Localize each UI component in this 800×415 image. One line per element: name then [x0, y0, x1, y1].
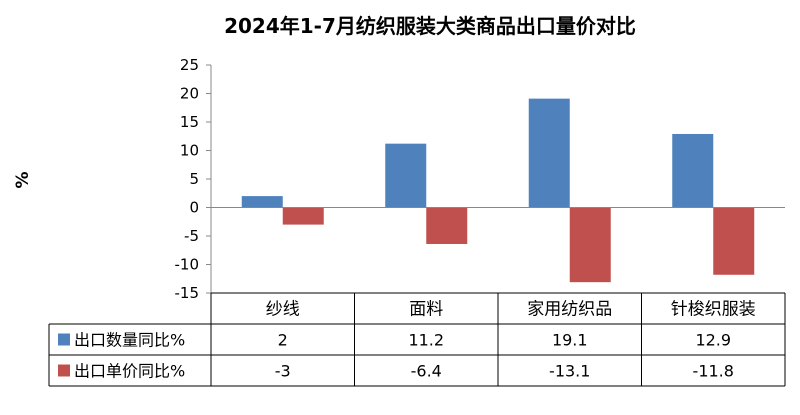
plot-area: 25 20 15 10 5 0 -5 -10 -15 — [175, 56, 785, 302]
y-tick-label: 25 — [180, 56, 199, 74]
bar-export-quantity-3 — [672, 133, 714, 208]
table-value: 19.1 — [552, 331, 588, 350]
bar-export-price-0 — [282, 207, 324, 225]
bar-export-price-2 — [569, 207, 611, 283]
table-value: 12.9 — [695, 331, 731, 350]
y-tick-label: 20 — [180, 85, 199, 103]
table-value: 11.2 — [408, 331, 444, 350]
category-label: 面料 — [409, 300, 443, 320]
category-label: 针梭织服装 — [671, 300, 756, 320]
chart-title: 2024年1-7月纺织服装大类商品出口量价对比 — [224, 14, 636, 38]
legend-swatch — [58, 333, 70, 346]
bar-export-price-3 — [713, 207, 755, 275]
table-value: 2 — [278, 331, 288, 350]
bar-export-quantity-1 — [385, 143, 427, 208]
table-value: -13.1 — [549, 362, 590, 381]
y-tick-label: -10 — [175, 256, 200, 274]
y-axis-label: % — [13, 171, 33, 188]
y-tick-label: -5 — [184, 227, 199, 245]
category-label: 纱线 — [266, 300, 300, 320]
legend-label: 出口数量同比% — [74, 331, 185, 350]
y-tick-label: 15 — [180, 113, 199, 131]
y-tick-label: 0 — [189, 199, 199, 217]
legend-label: 出口单价同比% — [74, 362, 185, 381]
y-tick-label: 10 — [180, 142, 199, 160]
bar-export-price-1 — [426, 207, 468, 244]
legend-swatch — [58, 364, 70, 377]
bar-export-quantity-2 — [528, 98, 570, 208]
y-tick-label: -15 — [175, 284, 200, 302]
category-label: 家用纺织品 — [527, 300, 612, 320]
y-tick-label: 5 — [189, 170, 199, 188]
table-value: -3 — [275, 362, 291, 381]
table-value: -6.4 — [411, 362, 442, 381]
bar-export-quantity-0 — [241, 196, 283, 208]
table-value: -11.8 — [693, 362, 734, 381]
